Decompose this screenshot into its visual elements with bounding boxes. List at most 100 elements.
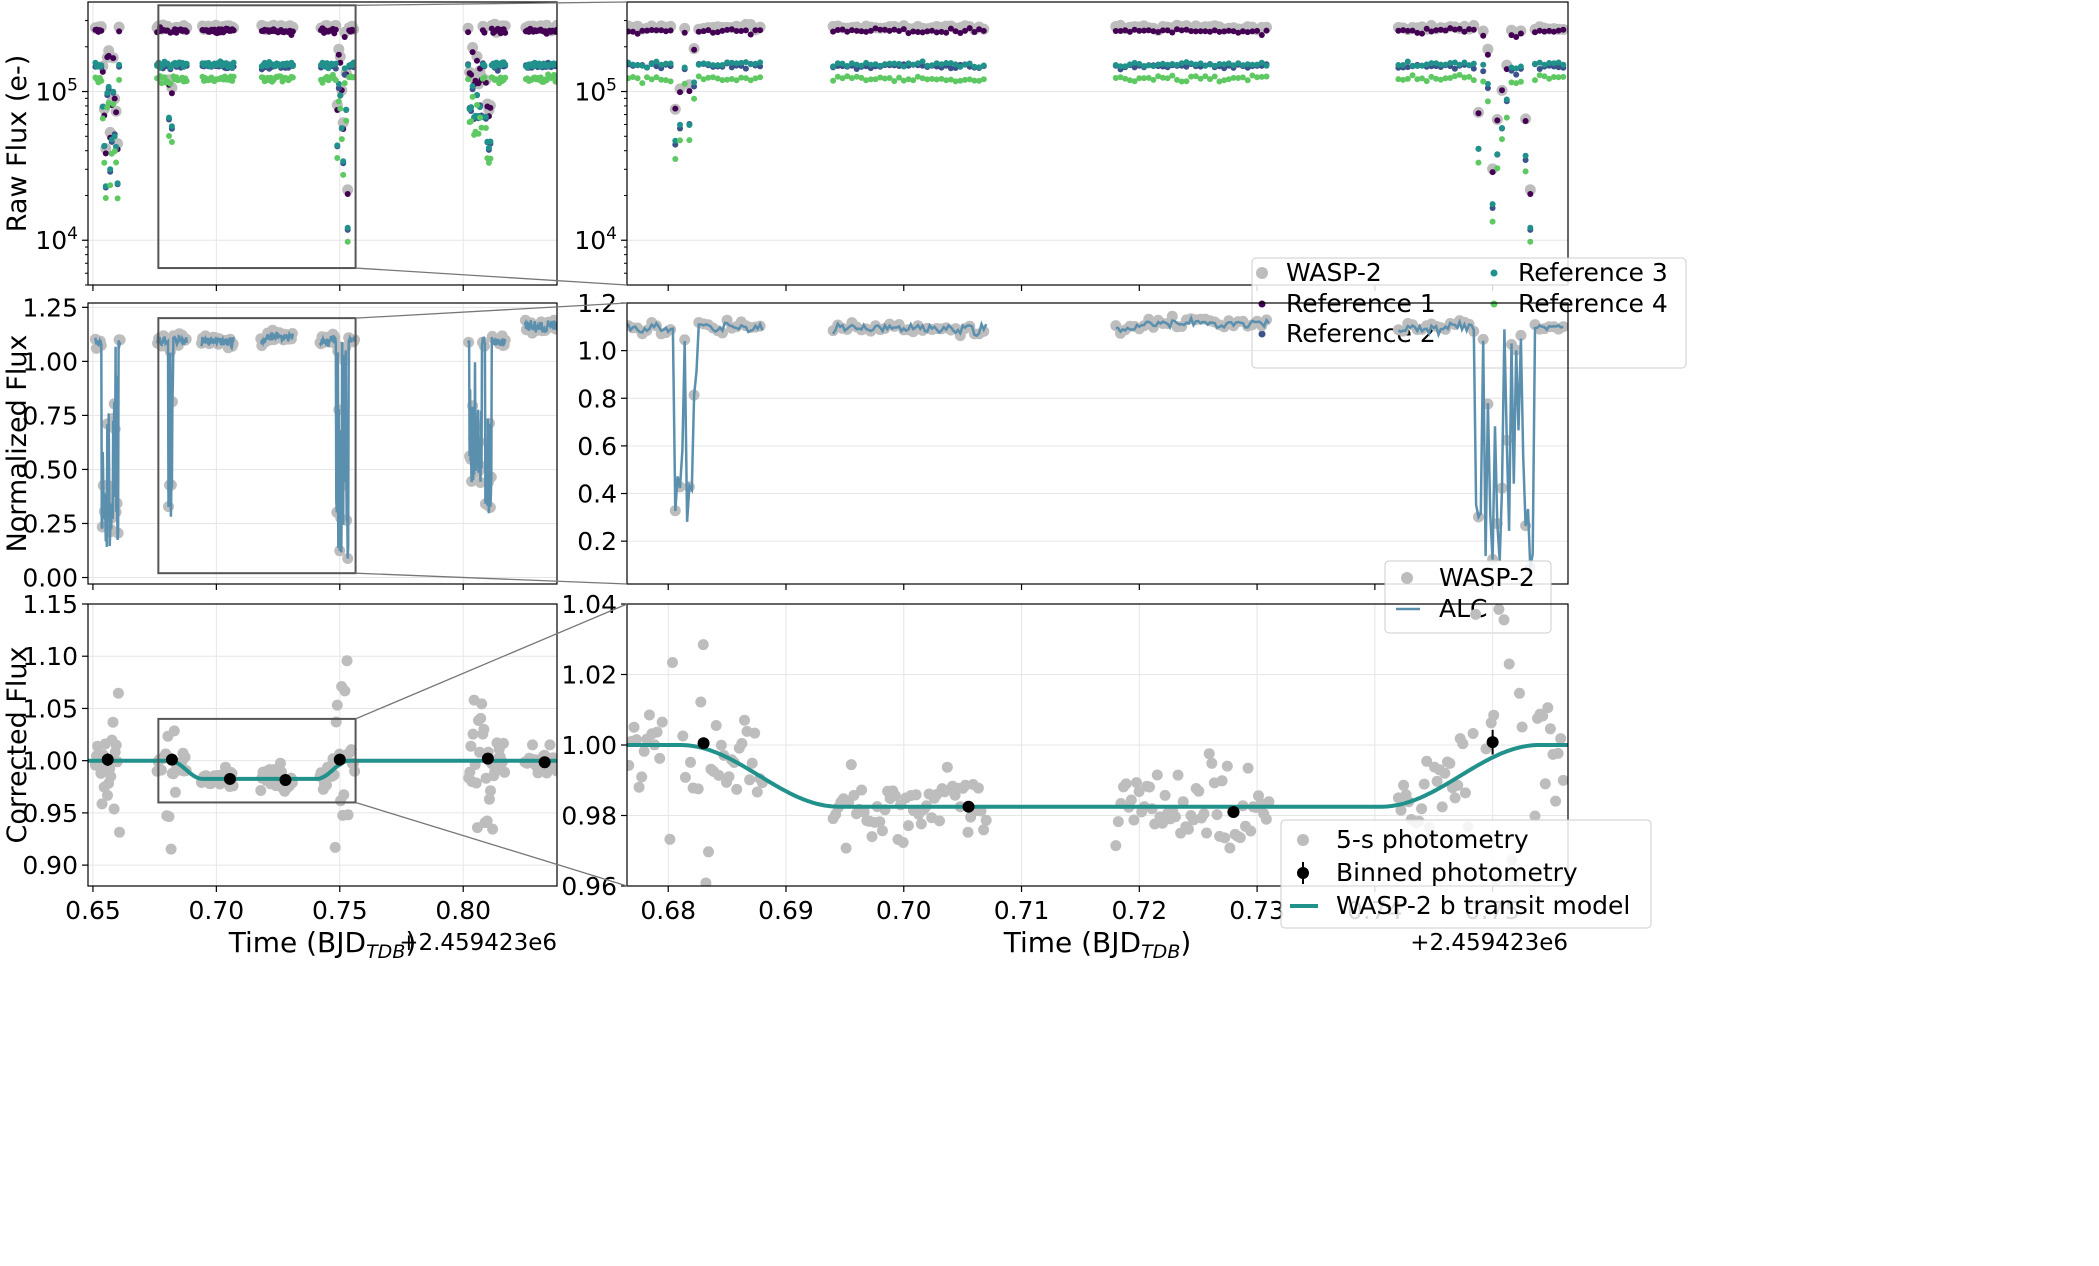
- photometry-point: [1457, 738, 1469, 750]
- reference-3-point: [681, 64, 688, 71]
- photometry-point: [692, 783, 704, 795]
- photometry-point: [1193, 785, 1205, 797]
- reference-3-point: [924, 62, 931, 69]
- reference-3-point: [114, 180, 121, 187]
- photometry-point: [321, 779, 332, 791]
- reference-3-point: [1414, 63, 1421, 69]
- photometry-point: [1159, 789, 1171, 801]
- reference-1-point: [943, 29, 950, 36]
- reference-1-point: [1513, 34, 1520, 40]
- reference-4-point: [910, 77, 917, 84]
- reference-3-point: [938, 61, 945, 68]
- reference-1-point: [1433, 27, 1440, 34]
- reference-3-point: [1508, 64, 1515, 71]
- reference-1-point: [834, 27, 841, 33]
- transit-model-line: [627, 743, 1568, 809]
- reference-1-point: [1395, 27, 1402, 34]
- reference-4-point: [648, 76, 655, 83]
- photometry-point: [1234, 832, 1246, 844]
- binned-point: [538, 756, 551, 769]
- photometry-point: [1514, 687, 1525, 699]
- reference-1-point: [881, 26, 888, 33]
- reference-3-point: [980, 62, 987, 69]
- reference-3-point: [1249, 61, 1256, 68]
- reference-4-point: [962, 76, 968, 83]
- reference-3-point: [1150, 63, 1157, 70]
- reference-1-point: [962, 27, 968, 34]
- reference-1-point: [662, 28, 669, 35]
- reference-3-point: [634, 61, 641, 68]
- corr-right-panel: 0.96 0.98 1.00 1.02 1.04 0.68 0.69 0.70 0.71 0.72…: [561, 590, 1652, 1049]
- photometry-point: [478, 723, 490, 735]
- wasp-2-point: [1477, 333, 1489, 345]
- reference-3-point: [101, 142, 108, 149]
- reference-4-point: [858, 74, 865, 81]
- alc-line: [523, 318, 557, 334]
- reference-1-point: [1117, 28, 1124, 34]
- x-tick-label: 0.70: [876, 896, 932, 925]
- reference-4-point: [900, 77, 907, 84]
- reference-2-point: [1522, 157, 1529, 163]
- photometry-point: [474, 746, 486, 758]
- y-tick-label: 105: [35, 76, 78, 107]
- reference-3-point: [672, 137, 679, 144]
- reference-3-point: [929, 62, 935, 69]
- reference-4-point: [1126, 77, 1133, 84]
- reference-1-point: [1560, 26, 1567, 33]
- x-tick-label: 0.69: [758, 896, 814, 925]
- reference-1-point: [1235, 29, 1242, 36]
- photometry-point: [972, 782, 984, 794]
- reference-3-point: [1527, 224, 1534, 231]
- y-tick-label: 105: [574, 76, 617, 107]
- reference-4-point: [335, 98, 342, 105]
- photometry-point: [1245, 825, 1257, 837]
- photometry-point: [876, 825, 888, 837]
- photometry-point: [476, 698, 488, 710]
- reference-1-point: [719, 27, 726, 34]
- reference-3-point: [858, 62, 865, 69]
- photometry-point: [654, 752, 666, 764]
- norm-legend-box: [1384, 560, 1552, 634]
- reference-1-point: [971, 29, 978, 35]
- reference-1-point: [1254, 27, 1261, 34]
- reference-4-point: [639, 80, 646, 87]
- photometry-point: [345, 744, 357, 756]
- photometry-point: [682, 1038, 693, 1049]
- photometry-point: [1537, 710, 1549, 722]
- photometry-point: [1211, 809, 1223, 821]
- legend-label: WASP-2: [1439, 563, 1535, 592]
- reference-3-point: [662, 60, 669, 67]
- x-tick-label: 0.68: [640, 896, 696, 925]
- reference-4-point: [183, 78, 190, 84]
- norm-right-points: [627, 310, 1568, 574]
- reference-4-point: [468, 118, 475, 125]
- reference-3-point: [98, 62, 105, 69]
- reference-3-point: [1513, 65, 1520, 72]
- photometry-point: [1131, 777, 1142, 789]
- reference-1-point: [1211, 27, 1218, 34]
- reference-3-point: [337, 92, 344, 99]
- corr-legend-box: [1280, 819, 1652, 929]
- reference-1-point: [686, 88, 693, 95]
- legend-marker: [1258, 300, 1266, 308]
- reference-4-point: [1546, 75, 1553, 82]
- alc-line: [467, 336, 507, 514]
- reference-2-point: [691, 83, 698, 90]
- photometry-point: [723, 771, 735, 783]
- reference-1-point: [728, 26, 735, 33]
- legend-marker: [1490, 300, 1498, 308]
- reference-2-point: [853, 66, 860, 72]
- reference-3-point: [900, 63, 907, 70]
- zoom-box: [157, 317, 357, 575]
- reference-4-point: [681, 80, 688, 87]
- reference-1-point: [111, 95, 118, 102]
- reference-1-point: [1230, 28, 1237, 35]
- reference-3-point: [481, 62, 488, 69]
- reference-1-point: [1244, 29, 1251, 36]
- reference-1-point: [867, 27, 874, 34]
- corr-left-zoom: [157, 603, 628, 887]
- y-tick-label: 1.00: [561, 731, 617, 760]
- reference-3-point: [1254, 61, 1261, 68]
- reference-1-point: [976, 26, 983, 33]
